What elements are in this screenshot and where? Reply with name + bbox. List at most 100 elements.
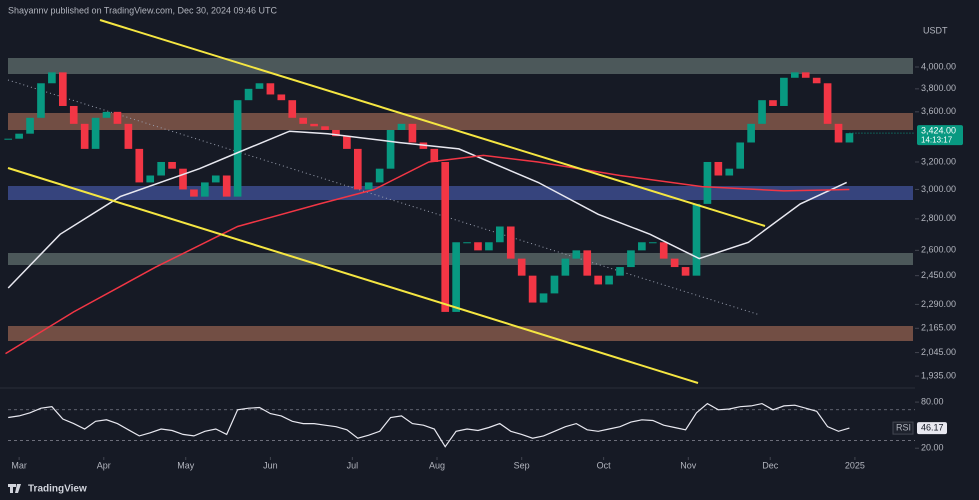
candle — [386, 129, 395, 169]
y-tick-label: 2,600.00 — [921, 245, 956, 255]
candle — [332, 129, 340, 137]
candle — [80, 123, 89, 149]
candle — [780, 77, 788, 106]
y-tick-label: 3,800.00 — [921, 83, 956, 93]
candle — [528, 275, 537, 303]
candle — [517, 258, 526, 276]
rsi-tick-label: 20.00 — [921, 443, 944, 453]
zone — [8, 253, 913, 265]
rsi-name-box — [892, 421, 914, 435]
last-price-box — [917, 125, 963, 146]
channel-line — [99, 19, 766, 227]
candle — [408, 123, 417, 143]
moving-averages — [5, 130, 850, 355]
candle — [310, 123, 318, 127]
y-tick-label: 3,600.00 — [921, 106, 956, 116]
timer: 14:13:17 — [921, 135, 953, 144]
candle — [670, 258, 679, 268]
candle — [812, 77, 821, 84]
y-tick-label: 2,800.00 — [921, 213, 956, 223]
candle — [823, 83, 832, 124]
candle — [124, 123, 133, 149]
x-tick-label: Dec — [762, 460, 779, 470]
candle — [747, 123, 755, 143]
candle — [801, 72, 810, 78]
candle — [37, 83, 45, 118]
candle — [616, 267, 624, 276]
axes: 4,000.00 3,800.00 3,600.00 3,200.00 3,000.00… — [11, 61, 963, 470]
header: Shayannv published on TradingView.com, D… — [8, 5, 278, 15]
x-tick-label: May — [177, 460, 195, 470]
candle — [659, 242, 668, 259]
candle — [135, 148, 144, 183]
rsi-line — [8, 402, 850, 448]
candle — [343, 136, 351, 149]
candle — [168, 161, 176, 169]
candle — [113, 111, 122, 124]
candle — [277, 94, 286, 101]
candle — [485, 242, 493, 251]
candle — [769, 100, 777, 106]
moving-average — [5, 154, 850, 355]
candle — [190, 189, 198, 197]
candle — [474, 242, 482, 251]
candle — [179, 168, 187, 190]
candle — [58, 72, 67, 106]
candle — [375, 168, 384, 183]
candle — [397, 123, 406, 130]
candle — [15, 133, 23, 139]
candle — [321, 126, 329, 130]
candle — [69, 105, 78, 124]
candle — [201, 182, 209, 197]
candle — [539, 293, 548, 303]
candle — [255, 83, 264, 89]
rsi-value-box — [917, 422, 947, 435]
candle — [703, 161, 712, 204]
candle — [463, 242, 471, 244]
candle — [638, 242, 646, 251]
rsi-name: RSI — [896, 422, 911, 432]
x-tick-label: Aug — [429, 460, 445, 470]
candle — [102, 111, 111, 118]
candle — [725, 168, 734, 176]
trend-line — [7, 79, 761, 316]
candle — [430, 148, 439, 162]
candle — [26, 117, 34, 134]
candle — [583, 250, 592, 276]
zone — [8, 113, 913, 130]
x-tick-label: Mar — [11, 460, 27, 470]
x-tick-label: 2025 — [845, 460, 865, 470]
last-price-label: 3,424.00 — [921, 126, 956, 136]
y-tick-label: 2,290.00 — [921, 299, 956, 309]
x-tick-label: Nov — [680, 460, 697, 470]
candle — [266, 83, 275, 95]
candle — [627, 250, 635, 268]
candle — [714, 161, 723, 176]
candle — [496, 226, 504, 243]
x-tick-label: Apr — [97, 460, 111, 470]
candle — [845, 133, 854, 143]
candle — [353, 148, 362, 190]
y-tick-label: 4,000.00 — [921, 61, 956, 71]
moving-average — [7, 130, 848, 289]
rsi-tick-label: 80.00 — [921, 396, 944, 406]
candle — [299, 117, 308, 124]
candle — [561, 258, 570, 276]
candle — [244, 88, 253, 101]
candle — [790, 72, 799, 78]
zone — [8, 58, 913, 74]
rsi-value: 46.17 — [921, 422, 944, 432]
brand-logo — [8, 484, 21, 493]
brand: TradingView — [28, 484, 87, 495]
candle — [233, 100, 242, 197]
candle — [364, 182, 373, 190]
candle — [157, 161, 165, 176]
candle — [736, 142, 745, 169]
candle — [648, 242, 657, 244]
candle — [506, 226, 515, 259]
candle — [222, 175, 231, 197]
candle — [550, 275, 559, 294]
x-tick-label: Oct — [597, 460, 612, 470]
x-tick-label: Jun — [263, 460, 278, 470]
